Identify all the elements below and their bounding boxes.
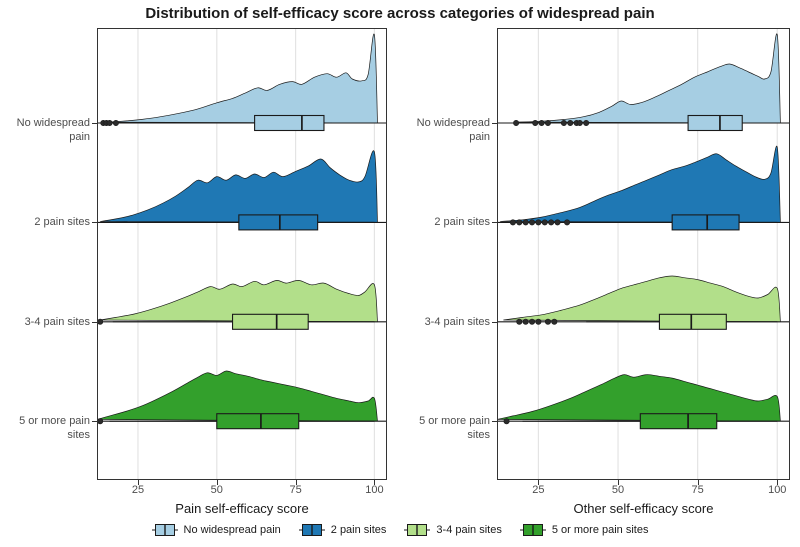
density-ridge (503, 275, 781, 323)
x-axis-tick (295, 480, 297, 485)
outlier-dot (576, 120, 583, 127)
outlier-dot (513, 120, 520, 127)
y-axis-tick (492, 421, 497, 423)
x-axis-title-pain: Pain self-efficacy score (175, 501, 309, 516)
outlier-dot (529, 318, 536, 325)
y-axis-label: 2 pain sites (34, 216, 90, 229)
boxplot-box (238, 214, 319, 231)
outlier-dot (97, 418, 104, 425)
legend-label: 5 or more pain sites (551, 524, 649, 536)
boxplot-box (687, 114, 743, 132)
y-axis-tick (92, 123, 97, 124)
boxplot-box (671, 214, 740, 231)
y-axis-tick (92, 421, 97, 423)
legend-label: 2 pain sites (330, 524, 387, 536)
y-axis-label: 3-4 pain sites (24, 315, 90, 328)
legend-item: 3-4 pain sites (404, 523, 502, 537)
x-tick-label: 75 (691, 484, 704, 496)
x-tick-label: 100 (365, 484, 384, 496)
outlier-dot (535, 318, 542, 325)
y-axis-label: 5 or more pain sites (19, 415, 90, 442)
outlier-dot (583, 120, 590, 127)
outlier-dot (541, 219, 548, 226)
density-ridge (500, 145, 781, 223)
density-ridge (100, 280, 378, 323)
x-axis-tick (777, 480, 779, 485)
density-ridge (100, 150, 378, 223)
outlier-dot (522, 219, 529, 226)
boxplot-box (216, 413, 300, 430)
legend-label: 3-4 pain sites (436, 524, 502, 536)
outlier-dot (548, 219, 555, 226)
boxplot-box (658, 313, 727, 330)
outlier-dot (535, 219, 542, 226)
x-axis-tick (618, 480, 620, 485)
outlier-dot (544, 318, 551, 325)
outlier-dot (567, 120, 574, 127)
x-tick-label: 25 (131, 484, 145, 496)
legend-key-icon (151, 524, 178, 536)
y-axis-label: No widespread pain (416, 117, 490, 143)
outlier-dot (516, 219, 523, 226)
legend-label: No widespread pain (183, 524, 281, 536)
panel-border (497, 28, 790, 480)
x-axis-tick (216, 480, 218, 485)
outlier-dot (532, 120, 539, 127)
outlier-dot (522, 318, 529, 325)
y-axis-tick (492, 321, 497, 323)
outlier-dot (554, 219, 561, 226)
x-axis-tick (538, 480, 540, 485)
boxplot-box (254, 114, 325, 132)
legend-item: No widespread pain (151, 523, 281, 537)
outlier-dot (544, 120, 551, 127)
y-axis-tick (492, 123, 497, 124)
x-axis-tick (137, 480, 139, 485)
legend-item: 5 or more pain sites (519, 523, 649, 537)
legend-key-icon (404, 524, 431, 536)
density-ridge (103, 33, 378, 124)
x-tick-label: 50 (210, 484, 223, 496)
density-ridge (497, 374, 781, 422)
outlier-dot (509, 219, 516, 226)
x-tick-label: 75 (289, 484, 302, 496)
outlier-dot (560, 120, 567, 127)
x-axis-title-other: Other self-efficacy score (573, 501, 714, 516)
outlier-dot (516, 318, 523, 325)
outlier-dot (112, 120, 119, 127)
density-ridge (97, 370, 378, 422)
outlier-dot (564, 219, 571, 226)
y-axis-label: 2 pain sites (434, 216, 490, 229)
outlier-dot (97, 318, 104, 325)
y-axis-label: No widespread pain (16, 117, 90, 143)
y-axis-label: 5 or more pain sites (419, 415, 490, 442)
ridgeline-panel-other (497, 28, 790, 480)
x-tick-label: 25 (532, 484, 545, 496)
boxplot-box (639, 413, 718, 430)
panel-border (97, 28, 387, 480)
chart-title: Distribution of self-efficacy score acro… (145, 5, 655, 22)
legend-key-icon (298, 524, 325, 536)
outlier-dot (106, 120, 113, 127)
density-ridge (516, 33, 781, 124)
x-axis-tick (374, 480, 376, 485)
legend: No widespread pain 2 pain sites 3-4 pain s… (0, 523, 800, 537)
y-axis-tick (92, 321, 97, 323)
x-axis-tick (697, 480, 699, 485)
y-axis-tick (92, 222, 97, 224)
outlier-dot (503, 418, 510, 425)
y-axis-label: 3-4 pain sites (424, 315, 490, 328)
outlier-dot (529, 219, 536, 226)
x-tick-label: 100 (768, 484, 787, 496)
outlier-dot (538, 120, 545, 127)
boxplot-box (231, 313, 309, 330)
ridgeline-panel-pain (97, 28, 387, 480)
legend-key-icon (519, 524, 546, 536)
legend-item: 2 pain sites (298, 523, 387, 537)
outlier-dot (551, 318, 558, 325)
x-tick-label: 50 (611, 484, 625, 496)
y-axis-tick (492, 222, 497, 224)
